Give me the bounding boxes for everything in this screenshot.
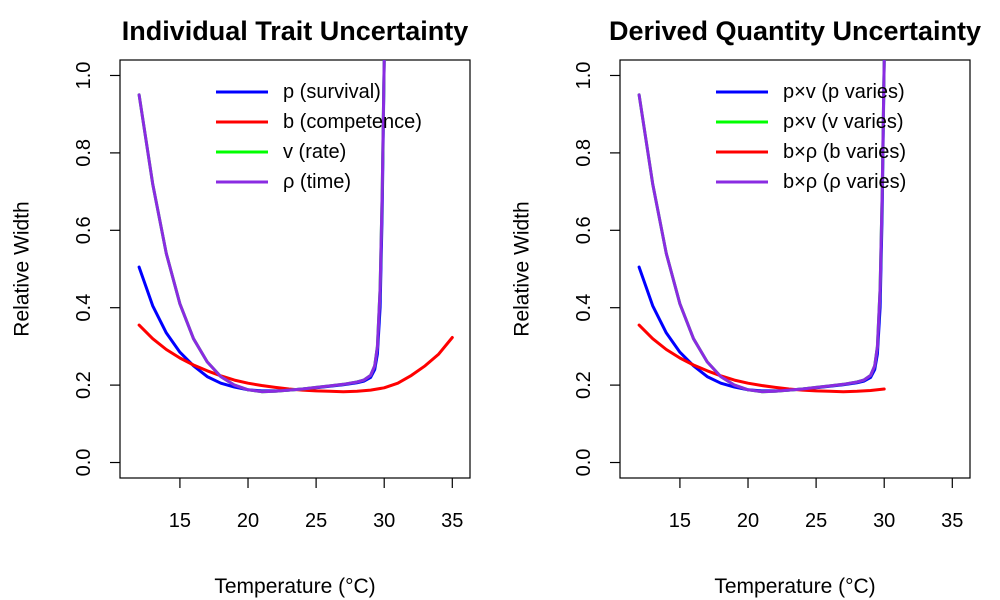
- panel-derived-quantity: Derived Quantity Uncertainty 15 20 25 30 35 0.…: [511, 16, 982, 598]
- y-tick-label: 0.6: [73, 216, 95, 244]
- legend-entry-label: b (competence): [283, 111, 422, 133]
- y-axis-label: Relative Width: [11, 201, 34, 336]
- legend-entry-label: p×v (p varies): [783, 81, 905, 103]
- y-tick-label: 1.0: [73, 62, 95, 90]
- series-line-3: [637, 323, 886, 394]
- y-tick-label: 0.0: [573, 449, 595, 477]
- y-tick-label: 0.4: [73, 294, 95, 322]
- chart-title: Individual Trait Uncertainty: [122, 16, 469, 46]
- series-group: [137, 60, 454, 394]
- y-tick-label: 0.4: [573, 294, 595, 322]
- x-tick-label: 20: [737, 510, 759, 532]
- x-axis-label: Temperature (°C): [714, 575, 875, 598]
- plot-frame: [119, 59, 471, 479]
- panel-individual-trait: Individual Trait Uncertainty 15 20 25 30 35 0.…: [11, 16, 471, 598]
- chart-title: Derived Quantity Uncertainty: [609, 16, 981, 46]
- plot-frame: [619, 59, 971, 479]
- x-tick-label: 30: [373, 510, 395, 532]
- legend-entry-label: b×ρ (b varies): [783, 141, 906, 163]
- series-line-1: [637, 60, 886, 393]
- y-axis-label: Relative Width: [511, 201, 534, 336]
- y-tick-label: 0.2: [573, 371, 595, 399]
- legend-entry-label: p×v (v varies): [783, 111, 904, 133]
- x-tick-label: 35: [441, 510, 463, 532]
- series-group: [637, 60, 886, 394]
- x-tick-label: 25: [305, 510, 327, 532]
- y-tick-label: 0.0: [73, 449, 95, 477]
- x-axis-label: Temperature (°C): [214, 575, 375, 598]
- y-tick-label: 0.8: [73, 139, 95, 167]
- y-tick-label: 0.2: [73, 371, 95, 399]
- legend-entry-label: b×ρ (ρ varies): [783, 171, 906, 193]
- x-tick-label: 15: [669, 510, 691, 532]
- series-line-4: [137, 60, 386, 394]
- x-tick-label: 25: [805, 510, 827, 532]
- series-line-3: [137, 60, 386, 394]
- x-tick-label: 15: [169, 510, 191, 532]
- series-line-4: [637, 60, 886, 394]
- legend-entry-label: v (rate): [283, 141, 346, 163]
- x-tick-label: 30: [873, 510, 895, 532]
- y-tick-label: 0.8: [573, 139, 595, 167]
- y-tick-label: 0.6: [573, 216, 595, 244]
- series-line-1: [137, 60, 386, 393]
- legend-entry-label: p (survival): [283, 81, 381, 103]
- x-tick-label: 35: [941, 510, 963, 532]
- y-tick-label: 1.0: [573, 62, 595, 90]
- series-line-2: [637, 60, 886, 394]
- x-tick-label: 20: [237, 510, 259, 532]
- legend-entry-label: ρ (time): [283, 171, 351, 193]
